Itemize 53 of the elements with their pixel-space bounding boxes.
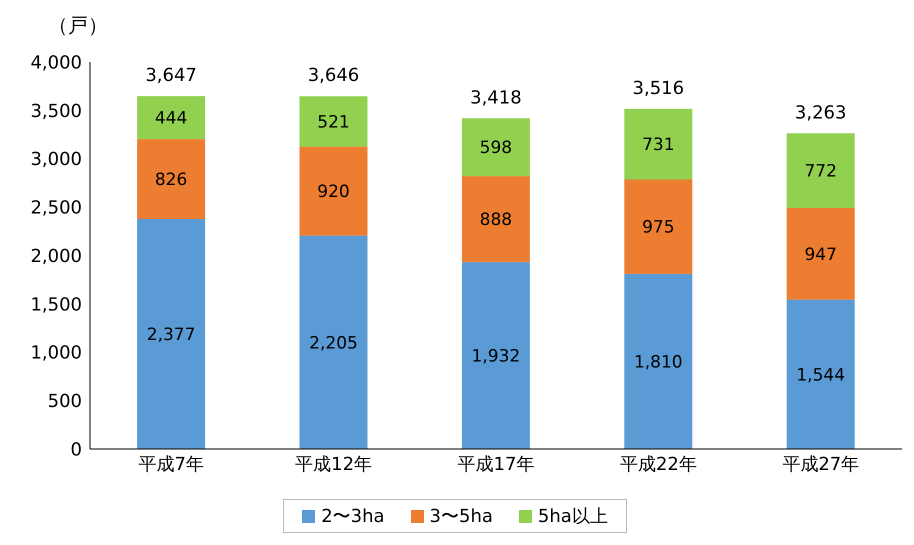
data-label: 2,377 <box>146 325 196 346</box>
legend-label: 2〜3ha <box>320 505 385 528</box>
data-label: 888 <box>480 210 512 230</box>
data-label: 947 <box>804 244 837 265</box>
y-tick-label: 1,000 <box>30 342 82 364</box>
bar <box>624 180 692 274</box>
total-label: 3,647 <box>145 65 197 86</box>
data-label: 826 <box>154 170 188 190</box>
total-label: 3,646 <box>308 65 360 86</box>
bar <box>137 139 206 220</box>
bar <box>299 146 368 236</box>
bar <box>462 176 530 262</box>
x-tick-label: 平成27年 <box>782 454 860 475</box>
data-label: 521 <box>317 112 350 132</box>
data-label: 598 <box>480 138 512 158</box>
data-label: 2,205 <box>309 333 358 354</box>
bar <box>462 118 530 176</box>
y-tick-label: 2,500 <box>30 198 82 219</box>
y-axis-title: （戸） <box>48 12 108 39</box>
total-label: 3,418 <box>470 87 522 108</box>
data-label: 772 <box>804 162 837 182</box>
total-label: 3,516 <box>632 78 684 99</box>
x-tick-label: 平成12年 <box>295 454 372 475</box>
data-label: 444 <box>154 108 188 129</box>
bar <box>786 300 855 449</box>
y-tick-label: 500 <box>48 391 82 412</box>
y-tick-label: 4,000 <box>30 52 82 74</box>
data-label: 1,810 <box>634 352 683 372</box>
y-tick-label: 3,500 <box>30 100 82 122</box>
bar <box>137 219 206 449</box>
total-label: 3,263 <box>794 102 846 124</box>
bar <box>462 262 530 449</box>
legend-label: 3〜5ha <box>428 505 493 528</box>
y-tick-label: 0 <box>70 439 82 460</box>
x-tick-label: 平成22年 <box>620 454 697 475</box>
bar <box>786 208 855 300</box>
y-tick-label: 1,500 <box>30 294 82 316</box>
data-label: 920 <box>317 182 350 202</box>
data-label: 1,544 <box>796 365 846 386</box>
legend-label: 5ha以上 <box>536 505 608 528</box>
y-tick-label: 3,000 <box>30 149 82 170</box>
x-tick-label: 平成7年 <box>138 454 204 475</box>
x-tick-label: 平成17年 <box>458 454 534 475</box>
bar <box>299 96 368 147</box>
bar <box>299 236 368 449</box>
data-label: 975 <box>642 218 675 238</box>
bar <box>137 96 206 140</box>
data-label: 1,932 <box>472 346 520 367</box>
bar <box>624 108 692 180</box>
data-label: 731 <box>642 135 675 156</box>
bar <box>786 133 855 208</box>
bar <box>624 274 692 449</box>
y-tick-label: 2,000 <box>30 246 82 267</box>
